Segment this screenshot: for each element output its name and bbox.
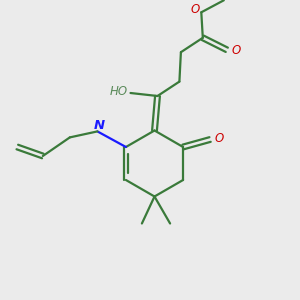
Text: N: N bbox=[94, 119, 105, 133]
Text: O: O bbox=[231, 44, 240, 57]
Text: O: O bbox=[191, 3, 200, 16]
Text: O: O bbox=[214, 132, 224, 145]
Text: HO: HO bbox=[110, 85, 128, 98]
